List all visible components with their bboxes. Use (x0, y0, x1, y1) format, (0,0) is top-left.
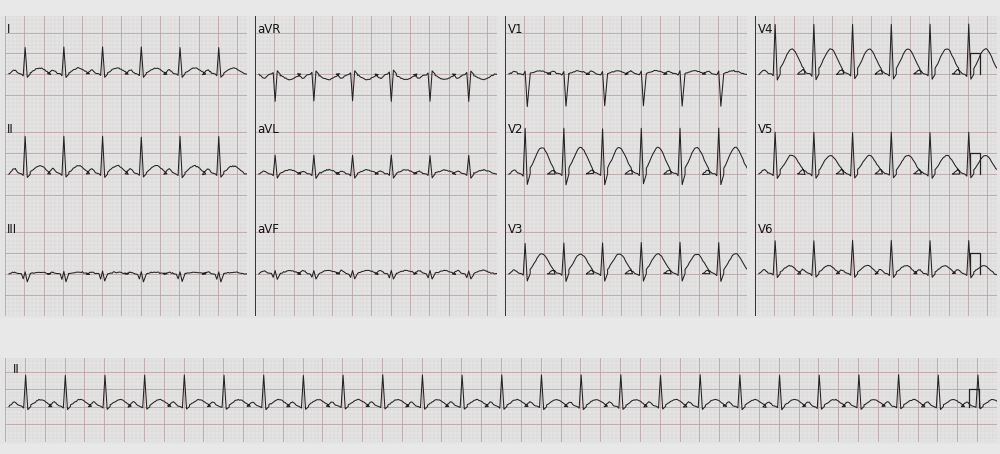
Text: V1: V1 (507, 23, 523, 36)
Text: II: II (7, 123, 14, 136)
Text: aVL: aVL (257, 123, 279, 136)
Text: V6: V6 (757, 222, 773, 236)
Text: V2: V2 (507, 123, 523, 136)
Text: V5: V5 (757, 123, 773, 136)
Text: II: II (13, 363, 20, 376)
Text: III: III (7, 222, 17, 236)
Text: aVR: aVR (257, 23, 281, 36)
Text: V4: V4 (757, 23, 773, 36)
Text: aVF: aVF (257, 222, 279, 236)
Text: V3: V3 (507, 222, 523, 236)
Text: I: I (7, 23, 10, 36)
